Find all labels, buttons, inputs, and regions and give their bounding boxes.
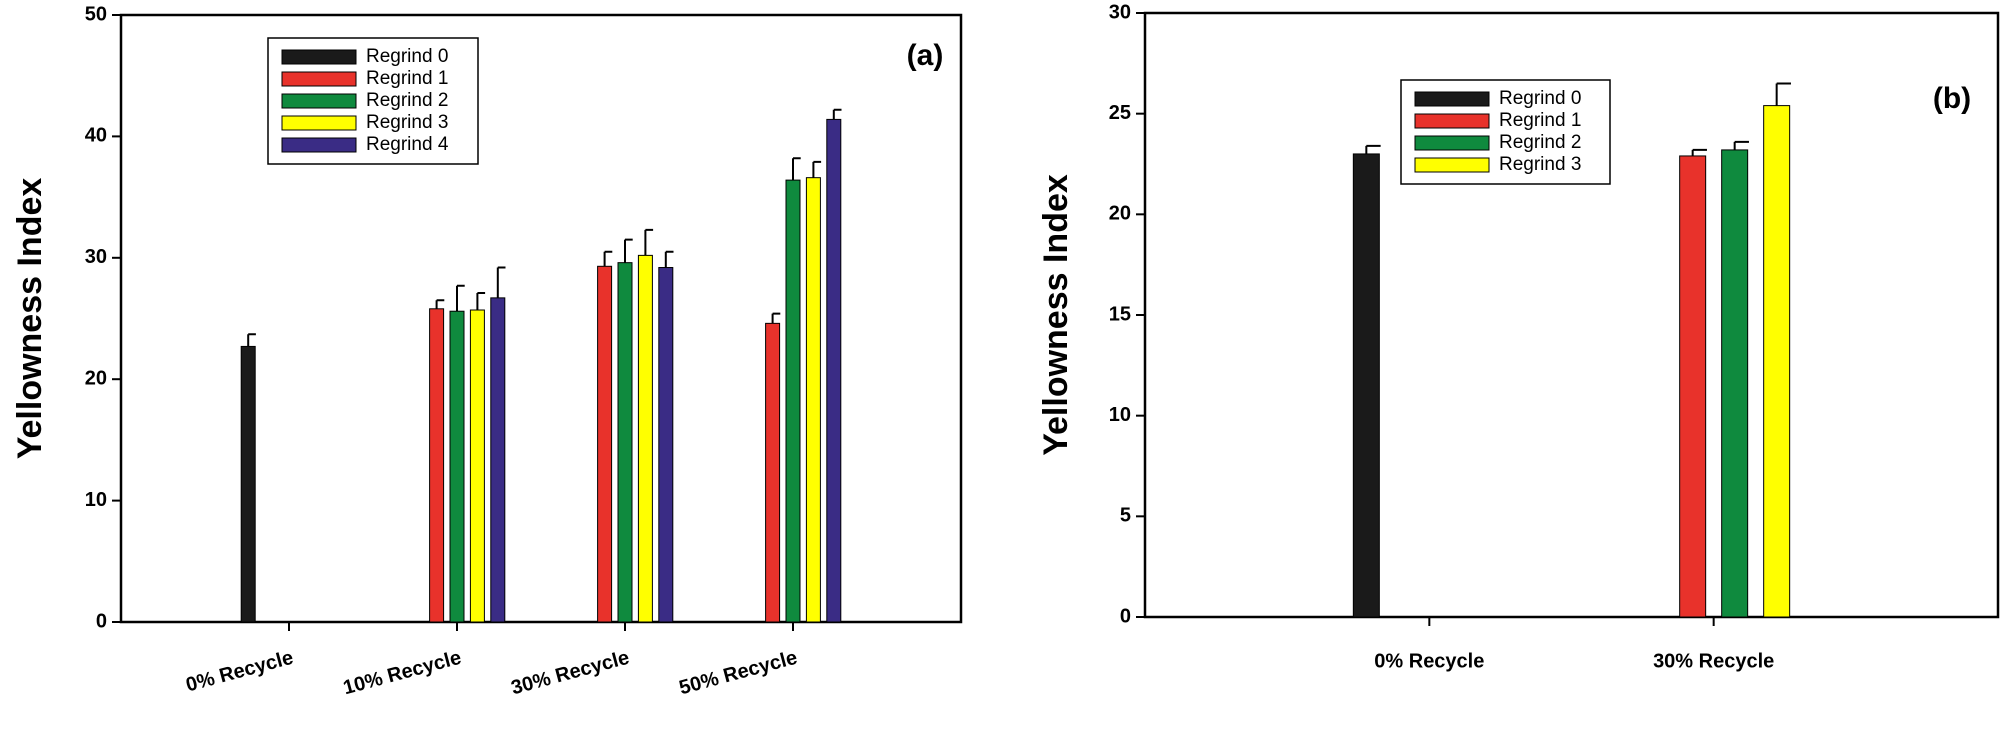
bar: [469, 309, 485, 623]
panel-label: (a): [907, 39, 944, 72]
bar: [826, 118, 842, 623]
legend-label: Regrind 1: [366, 68, 448, 89]
bar: [658, 267, 674, 623]
error-bar: [664, 250, 674, 268]
bar: [490, 297, 506, 623]
x-tick-label: 50% Recycle: [677, 647, 800, 700]
x-tick-label: 10% Recycle: [341, 647, 464, 700]
error-bar: [832, 108, 842, 120]
bar: [1679, 155, 1707, 618]
error-bar: [624, 238, 633, 263]
error-bar: [247, 333, 256, 347]
legend-swatch: [281, 71, 357, 87]
bar: [240, 345, 256, 623]
y-tick-label: 10: [1109, 404, 1131, 426]
legend-swatch: [281, 49, 357, 65]
y-tick-label: 20: [1109, 203, 1131, 225]
legend-label: Regrind 0: [1499, 88, 1581, 109]
y-tick-label: 50: [85, 3, 107, 25]
legend-label: Regrind 2: [366, 90, 448, 111]
panel: 0 5 10 15 20 25 30 Yellowness Index 0% Recycle 30…: [1037, 1, 2000, 672]
error-bar: [496, 266, 506, 298]
y-axis-label: Yellowness Index: [11, 178, 49, 460]
y-axis-label: Yellowness Index: [1037, 174, 1075, 456]
error-bar: [1733, 140, 1749, 150]
y-tick-label: 10: [85, 489, 107, 511]
legend-label: Regrind 3: [366, 112, 448, 133]
error-bar: [812, 160, 822, 178]
legend-swatch: [1414, 113, 1490, 129]
legend-label: Regrind 1: [1499, 110, 1581, 131]
error-bar: [644, 228, 654, 256]
panel: 0 10 20 30 40 50 Yellowness Index 0% Recycle 10%…: [11, 3, 963, 700]
bar: [429, 308, 445, 623]
y-tick-label: 5: [1120, 505, 1131, 527]
error-bar: [456, 284, 465, 312]
bar: [1721, 149, 1749, 618]
panel-label: (b): [1933, 82, 1971, 115]
legend-swatch: [281, 115, 357, 131]
y-tick-label: 25: [1109, 102, 1131, 124]
x-tick-label: 30% Recycle: [509, 647, 632, 700]
y-tick-label: 0: [96, 610, 107, 632]
error-bar: [792, 157, 801, 181]
x-tick-label: 0% Recycle: [184, 647, 296, 697]
bar: [785, 179, 801, 623]
bar: [1352, 153, 1380, 618]
y-tick-label: 15: [1109, 303, 1131, 325]
legend-swatch: [1414, 135, 1490, 151]
error-bar: [1691, 148, 1707, 156]
legend-swatch: [281, 137, 357, 153]
plot-frame: [119, 13, 963, 624]
error-bar: [435, 299, 445, 309]
error-bar: [771, 312, 781, 324]
bar: [1763, 105, 1791, 618]
error-bar: [1365, 144, 1381, 154]
y-tick-label: 40: [85, 125, 107, 147]
legend-label: Regrind 4: [366, 134, 449, 155]
error-bar: [476, 292, 486, 311]
bar: [637, 254, 653, 623]
error-bar: [1775, 82, 1791, 106]
bar: [805, 177, 821, 623]
legend-label: Regrind 2: [1499, 132, 1581, 153]
x-tick-label: 30% Recycle: [1653, 650, 1774, 672]
y-tick-label: 0: [1120, 605, 1131, 627]
y-tick-label: 20: [85, 367, 107, 389]
legend-swatch: [1414, 157, 1490, 173]
y-tick-label: 30: [1109, 1, 1131, 23]
error-bar: [603, 250, 613, 267]
bar: [449, 310, 465, 623]
legend-swatch: [281, 93, 357, 109]
y-tick-label: 30: [85, 246, 107, 268]
x-tick-label: 0% Recycle: [1374, 650, 1484, 672]
bar: [617, 262, 633, 623]
legend-label: Regrind 3: [1499, 154, 1581, 175]
legend-label: Regrind 0: [366, 46, 448, 67]
legend-swatch: [1414, 91, 1490, 107]
bar: [597, 265, 613, 623]
bar: [765, 322, 781, 623]
